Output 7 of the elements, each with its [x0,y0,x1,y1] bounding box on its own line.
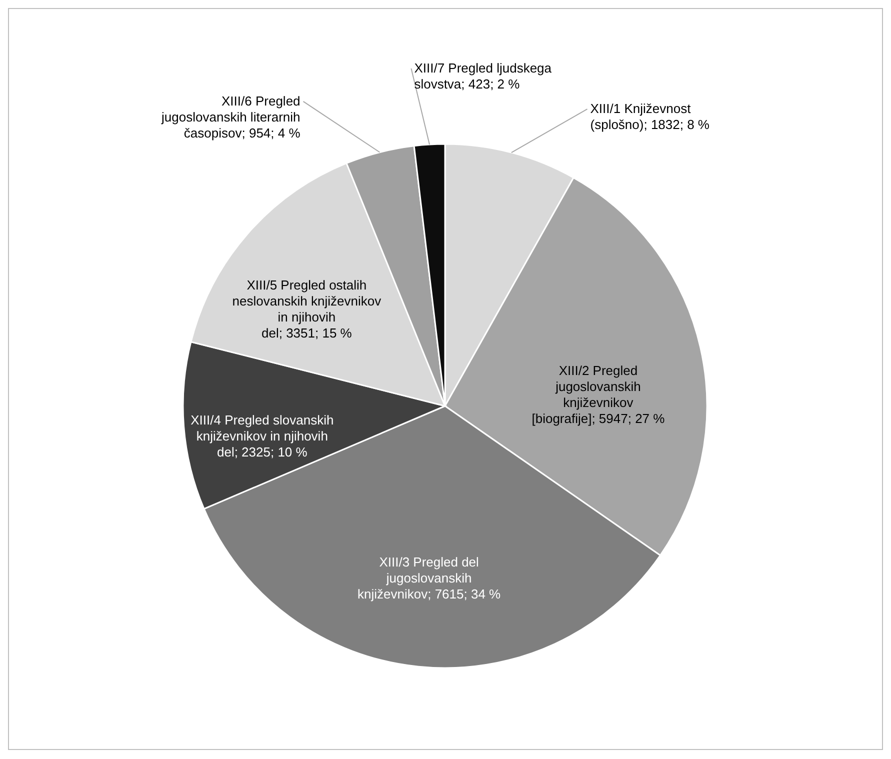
slice-label: XIII/4 Pregled slovanskih književnikov in njihovih del; 2325; 10 % [190,412,334,460]
slice-label: XIII/7 Pregled ljudskega slovstva; 423; 2 % [414,60,552,92]
slice-label: XIII/2 Pregled jugoslovanskih književnikov [biografije]; 5947; 27 % [532,362,666,426]
slice-label: XIII/5 Pregled ostalih neslovanskih književnikov in njihovih del; 3351; 15 % [232,278,382,341]
slice-label: XIII/6 Pregled jugoslovanskih literarnih časopisov; 954; 4 % [160,93,301,140]
slice-label: XIII/3 Pregled del jugoslovanskih književnikov; 7615; 34 % [358,554,502,602]
slice-label: XIII/1 Književnost (splošno); 1832; 8 % [590,101,710,132]
